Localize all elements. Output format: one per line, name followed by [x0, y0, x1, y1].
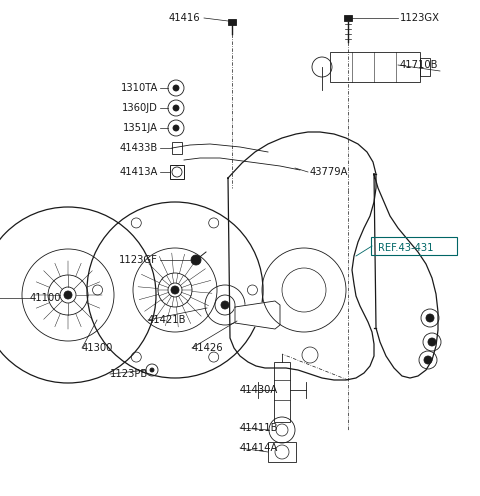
- Circle shape: [64, 291, 72, 299]
- Text: 41413A: 41413A: [120, 167, 158, 177]
- Circle shape: [171, 286, 179, 294]
- Text: 1360JD: 1360JD: [122, 103, 158, 113]
- Polygon shape: [235, 301, 280, 329]
- Bar: [420, 58, 430, 76]
- Text: 1351JA: 1351JA: [123, 123, 158, 133]
- Bar: [344, 15, 352, 21]
- Text: 43779A: 43779A: [310, 167, 348, 177]
- Circle shape: [221, 301, 229, 309]
- Circle shape: [191, 255, 201, 265]
- Circle shape: [150, 368, 154, 372]
- Text: 1123GX: 1123GX: [400, 13, 440, 23]
- Text: REF.43-431: REF.43-431: [378, 243, 433, 253]
- Circle shape: [424, 356, 432, 364]
- Text: 41411B: 41411B: [240, 423, 278, 433]
- Text: 1123GF: 1123GF: [119, 255, 158, 265]
- Text: 41300: 41300: [82, 343, 113, 353]
- Text: 41414A: 41414A: [240, 443, 278, 453]
- Circle shape: [173, 85, 179, 91]
- Text: 41433B: 41433B: [120, 143, 158, 153]
- Circle shape: [426, 314, 434, 322]
- Bar: [330, 52, 420, 82]
- Circle shape: [173, 105, 179, 111]
- Text: 41426: 41426: [192, 343, 224, 353]
- Circle shape: [173, 125, 179, 131]
- Text: 41430A: 41430A: [240, 385, 278, 395]
- Bar: [170, 165, 184, 179]
- Bar: [274, 362, 290, 422]
- Text: 41421B: 41421B: [148, 315, 187, 325]
- Text: 41710B: 41710B: [400, 60, 439, 70]
- Text: 41100: 41100: [30, 293, 61, 303]
- Text: 41416: 41416: [168, 13, 200, 23]
- Bar: [172, 142, 182, 154]
- Circle shape: [428, 338, 436, 346]
- Bar: [228, 19, 236, 25]
- Text: 1310TA: 1310TA: [120, 83, 158, 93]
- Bar: [268, 442, 296, 462]
- Text: 1123PB: 1123PB: [110, 369, 148, 379]
